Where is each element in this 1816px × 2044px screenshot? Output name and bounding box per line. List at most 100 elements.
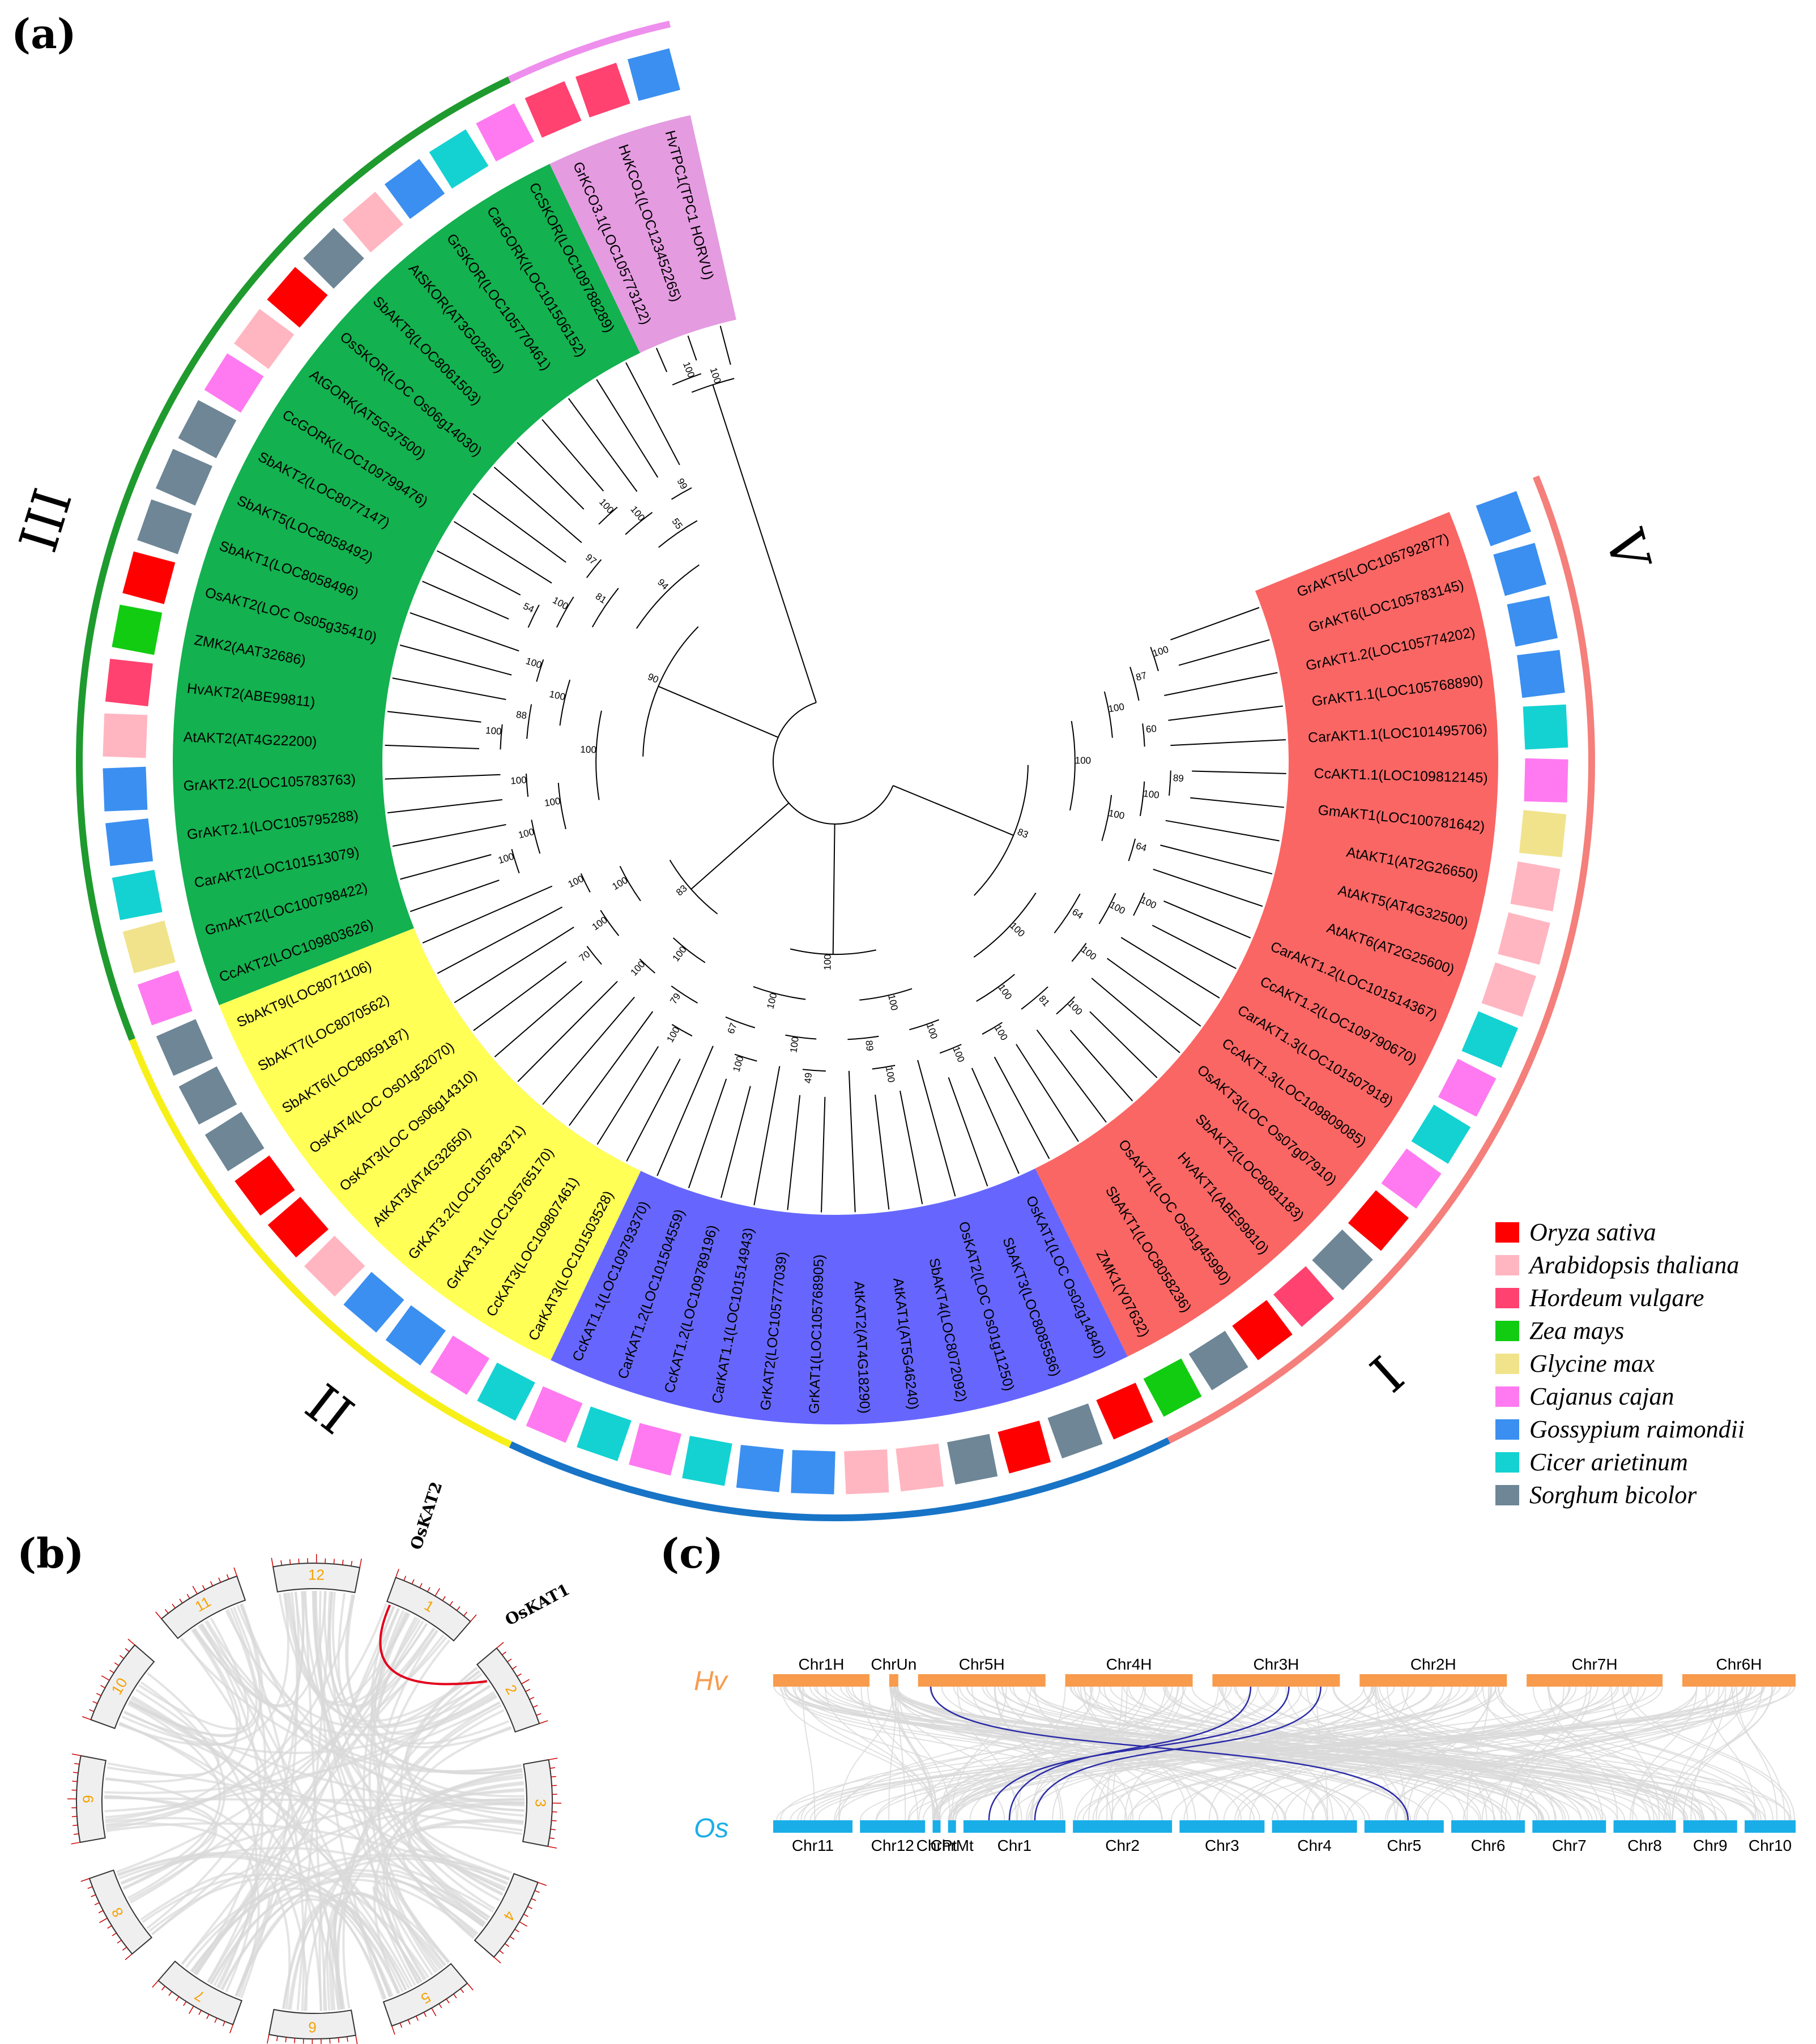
circos-tick — [218, 1577, 221, 1583]
branch — [690, 803, 790, 890]
branch — [472, 493, 566, 563]
bootstrap-values: 100 87 60 100 89 100 64 100 100 100 100 100 64 100 81 1… — [485, 360, 1184, 1083]
species-square-sb — [156, 1019, 213, 1076]
panel-label-b: (b) — [17, 1529, 84, 1577]
branch-arc — [600, 910, 620, 936]
branch — [917, 1060, 956, 1197]
species-square-cc — [137, 970, 193, 1026]
species-square-os — [267, 267, 328, 328]
circos-chromosome — [382, 1962, 468, 2027]
circos-link — [117, 1853, 399, 1995]
synteny-link — [1532, 1686, 1672, 1821]
circos-chromosome — [386, 1577, 471, 1642]
synteny-link — [986, 1686, 1503, 1821]
circos-link — [409, 1726, 511, 1896]
os-chromosome-label: Chr1 — [997, 1837, 1032, 1854]
circos-tick — [496, 1642, 504, 1649]
circos-link — [312, 1590, 450, 1963]
legend-swatch-car — [1495, 1452, 1519, 1473]
hv-chromosome-label: Chr1H — [799, 1655, 845, 1673]
circos-tick — [399, 2022, 403, 2028]
circos-tick — [125, 1953, 133, 1960]
bootstrap-label: 100 — [628, 959, 647, 978]
circos-link — [372, 1886, 442, 1980]
branch-arc — [591, 587, 619, 628]
circos-tick — [87, 1886, 93, 1889]
branch-arc — [847, 1035, 879, 1040]
circos-link — [198, 1591, 305, 1707]
circos-tick — [117, 1940, 122, 1944]
synteny-link — [1610, 1686, 1660, 1821]
branch — [1192, 770, 1286, 774]
os-chromosome-bar — [1272, 1820, 1357, 1833]
species-square-gr — [1507, 596, 1558, 647]
bootstrap-label: 79 — [668, 991, 683, 1006]
branch — [454, 927, 574, 1004]
bootstrap-label: 100 — [884, 1066, 897, 1083]
hv-chromosome-label: ChrUn — [871, 1655, 916, 1673]
branch-arc — [636, 564, 700, 629]
bootstrap-label: 54 — [522, 600, 536, 615]
species-square-gr — [105, 818, 154, 867]
circos-tick — [202, 1585, 206, 1590]
synteny-plot: Chr1H ChrUn Chr5H Chr4H Chr3H Chr2H Chr7H Chr6H… — [694, 1655, 1796, 1854]
circos-tick — [514, 1928, 519, 1932]
synteny-link — [994, 1686, 1064, 1821]
bootstrap-label: 100 — [1075, 755, 1092, 766]
circos-tick — [214, 2017, 218, 2023]
branch — [1165, 820, 1280, 842]
synteny-link — [950, 1686, 1007, 1821]
synteny-highlight-link — [1008, 1686, 1252, 1821]
species-square-os — [1232, 1300, 1293, 1360]
clade-sector-IV — [172, 164, 640, 1005]
branch-arc — [580, 873, 591, 893]
branch — [494, 980, 583, 1057]
branch-arc — [556, 596, 574, 628]
clade-ring-III — [129, 1038, 512, 1448]
hv-chromosome-label: Chr5H — [959, 1655, 1005, 1673]
clade-sector-I — [1035, 511, 1498, 1357]
circos-tick — [446, 1999, 450, 2004]
bootstrap-label: 88 — [515, 709, 527, 721]
hv-chromosome-bar — [1359, 1674, 1507, 1687]
branch-arc — [872, 1065, 896, 1070]
bootstrap-label: 100 — [590, 915, 609, 933]
os-chromosome-label: Chr5 — [1387, 1837, 1421, 1854]
os-chromosome-bar — [932, 1820, 941, 1833]
circos-tick — [99, 1918, 108, 1923]
bootstrap-label: 100 — [551, 595, 570, 612]
branch-arc — [785, 1034, 817, 1040]
circos-tick — [226, 1574, 229, 1580]
species-square-sb — [947, 1433, 998, 1485]
species-square-at — [304, 1235, 365, 1297]
hv-chromosome-bar — [773, 1674, 869, 1687]
synteny-link — [1332, 1686, 1668, 1821]
circos-chromosome — [88, 1869, 153, 1955]
branch — [1190, 797, 1285, 808]
circos-tick — [164, 1609, 169, 1614]
species-square-os — [997, 1420, 1051, 1474]
hv-chromosome-bar — [1212, 1674, 1340, 1687]
branch-arc — [1054, 893, 1081, 934]
branch-arc — [1101, 795, 1112, 842]
synteny-link — [1162, 1686, 1570, 1821]
bootstrap-label: 100 — [788, 1036, 800, 1053]
synteny-link — [1497, 1686, 1759, 1821]
species-square-at — [1498, 912, 1550, 965]
clade-label-I: I — [1358, 1344, 1414, 1403]
circos-tick — [527, 1906, 532, 1909]
branch — [1164, 672, 1278, 696]
branch-arc — [976, 974, 1015, 1002]
branch-arc — [527, 604, 540, 628]
species-square-gr — [1476, 491, 1532, 547]
circos-tick — [453, 1994, 457, 1999]
branch — [1106, 958, 1201, 1027]
legend-label-at: Arabidopsis thaliana — [1528, 1251, 1739, 1279]
circos-tick — [82, 1716, 91, 1721]
bootstrap-label: 100 — [580, 744, 596, 756]
circos-tick — [206, 2014, 210, 2019]
circos-link — [225, 1610, 488, 1729]
species-square-gr — [1516, 650, 1565, 698]
branch — [596, 1046, 659, 1145]
branch — [657, 1046, 714, 1176]
